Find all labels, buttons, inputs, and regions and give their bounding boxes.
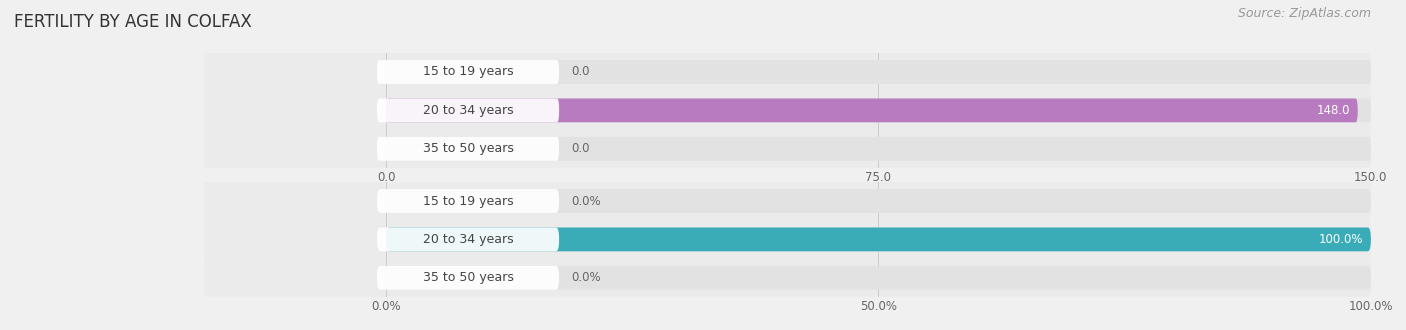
FancyBboxPatch shape [204, 220, 1371, 258]
Text: 0.0: 0.0 [571, 65, 589, 79]
FancyBboxPatch shape [204, 53, 1371, 91]
Text: 20 to 34 years: 20 to 34 years [423, 104, 513, 117]
Text: FERTILITY BY AGE IN COLFAX: FERTILITY BY AGE IN COLFAX [14, 13, 252, 31]
Text: 148.0: 148.0 [1316, 104, 1350, 117]
FancyBboxPatch shape [204, 259, 1371, 297]
Text: 100.0%: 100.0% [1319, 233, 1362, 246]
FancyBboxPatch shape [377, 98, 560, 122]
FancyBboxPatch shape [377, 60, 560, 84]
Text: 0.0%: 0.0% [571, 194, 600, 208]
Text: Source: ZipAtlas.com: Source: ZipAtlas.com [1237, 7, 1371, 19]
FancyBboxPatch shape [387, 266, 1371, 290]
FancyBboxPatch shape [387, 189, 1371, 213]
FancyBboxPatch shape [387, 227, 1371, 251]
FancyBboxPatch shape [204, 130, 1371, 168]
FancyBboxPatch shape [377, 137, 560, 161]
Text: 35 to 50 years: 35 to 50 years [423, 271, 513, 284]
FancyBboxPatch shape [204, 92, 1371, 129]
FancyBboxPatch shape [387, 227, 1371, 251]
Text: 15 to 19 years: 15 to 19 years [423, 65, 513, 79]
Text: 0.0: 0.0 [571, 142, 589, 155]
FancyBboxPatch shape [387, 98, 1371, 122]
FancyBboxPatch shape [387, 137, 1371, 161]
Text: 15 to 19 years: 15 to 19 years [423, 194, 513, 208]
FancyBboxPatch shape [387, 98, 1358, 122]
Text: 20 to 34 years: 20 to 34 years [423, 233, 513, 246]
FancyBboxPatch shape [204, 182, 1371, 220]
FancyBboxPatch shape [377, 189, 560, 213]
Text: 35 to 50 years: 35 to 50 years [423, 142, 513, 155]
FancyBboxPatch shape [377, 266, 560, 290]
Text: 0.0%: 0.0% [571, 271, 600, 284]
FancyBboxPatch shape [387, 60, 1371, 84]
FancyBboxPatch shape [377, 227, 560, 251]
